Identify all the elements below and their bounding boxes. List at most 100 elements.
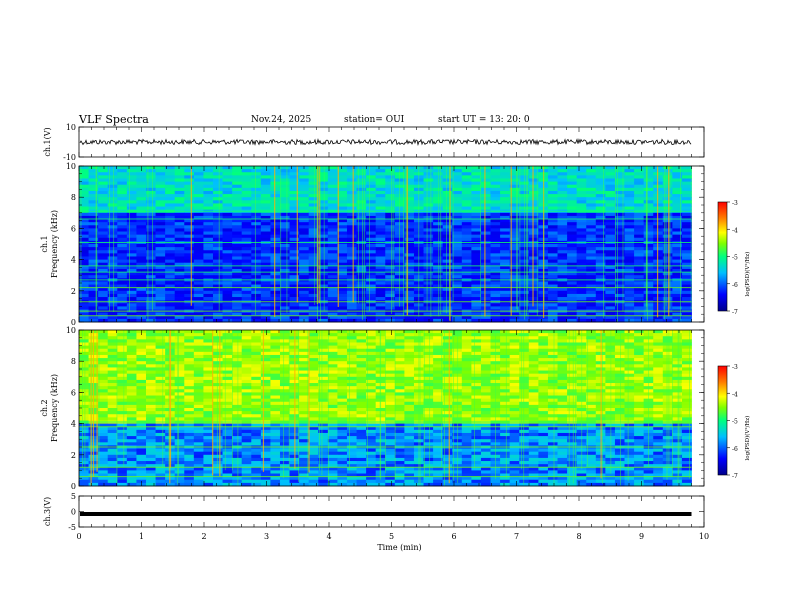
spectrogram-cell xyxy=(212,315,223,320)
spectrogram-cell xyxy=(260,287,271,292)
spectrogram-cell xyxy=(595,228,606,232)
spectrogram-cell xyxy=(203,250,214,254)
spectrogram-cell xyxy=(433,268,444,273)
spectrogram-cell xyxy=(174,297,185,301)
spectrogram-cell xyxy=(433,351,444,356)
spectrogram-cell xyxy=(624,200,635,204)
spectrogram-cell xyxy=(126,178,137,182)
spectrogram-cell xyxy=(346,272,357,276)
spectrogram-cell xyxy=(672,259,683,264)
spectrogram-cell xyxy=(318,364,329,368)
spectrogram-cell xyxy=(404,166,415,170)
spectrogram-cell xyxy=(356,361,367,365)
spectrogram-cell xyxy=(327,336,338,340)
spectrogram-cell xyxy=(117,181,128,186)
spectrogram-cell xyxy=(184,212,195,217)
spectrogram-cell xyxy=(538,389,549,393)
spectrogram-cell xyxy=(672,348,683,353)
spectrogram-cell xyxy=(184,287,195,292)
spectrogram-cell xyxy=(126,342,137,346)
spectrogram-cell xyxy=(270,206,281,211)
spectrogram-cell xyxy=(193,336,204,340)
spectrogram-cell xyxy=(471,268,482,273)
spectrogram-cell xyxy=(433,408,444,412)
spectrogram-cell xyxy=(528,259,539,264)
spectrogram-cell xyxy=(279,200,290,204)
spectrogram-cell xyxy=(538,395,549,400)
spectrogram-cell xyxy=(519,219,530,223)
spectrogram-cell xyxy=(145,333,156,337)
spectrogram-cell xyxy=(442,392,453,396)
spectrogram-cell xyxy=(318,361,329,365)
spectrogram-cell xyxy=(643,312,654,317)
spectrogram-cell xyxy=(279,175,290,179)
spectrogram-cell xyxy=(337,370,348,375)
spectrogram-cell xyxy=(260,244,271,248)
spectrogram-cell xyxy=(413,315,424,320)
spectrogram-cell xyxy=(394,383,405,387)
spectrogram-cell xyxy=(614,345,625,350)
spectrogram-cell xyxy=(165,275,176,279)
spectrogram-cell xyxy=(79,336,89,340)
spectrogram-cell xyxy=(634,215,645,220)
spectrogram-cell xyxy=(145,219,156,223)
spectrogram-cell xyxy=(547,392,558,396)
spectrogram-cell xyxy=(471,386,482,390)
spectrogram-cell xyxy=(595,234,606,239)
spectrogram-cell xyxy=(394,345,405,350)
spectrogram-cell xyxy=(241,339,252,343)
spectrogram-cell xyxy=(471,234,482,239)
spectrogram-cell xyxy=(107,237,118,242)
spectrogram-cell xyxy=(232,284,243,289)
spectrogram-cell xyxy=(423,290,434,295)
spectrogram-cell xyxy=(279,358,290,362)
spectrogram-cell xyxy=(433,297,444,301)
spectrogram-cell xyxy=(241,281,252,285)
spectrogram-cell xyxy=(528,348,539,353)
spectrogram-cell xyxy=(653,370,664,375)
spectrogram-cell xyxy=(356,398,367,403)
spectrogram-cell xyxy=(126,411,137,415)
spectrogram-cell xyxy=(184,203,195,207)
spectrogram-cell xyxy=(327,351,338,356)
spectrogram-cell xyxy=(318,262,329,267)
spectrogram-cell xyxy=(605,169,616,173)
spectrogram-cell xyxy=(145,364,156,368)
spectrogram-cell xyxy=(452,228,463,232)
spectrogram-cell xyxy=(270,330,281,334)
spectrogram-cell xyxy=(270,383,281,387)
spectrogram-cell xyxy=(624,166,635,170)
spectrogram-cell xyxy=(500,200,511,204)
spectrogram-cell xyxy=(404,268,415,273)
spectrogram-cell xyxy=(318,169,329,173)
spectrogram-cell xyxy=(433,237,444,242)
spectrogram-cell xyxy=(624,206,635,211)
spectrogram-cell xyxy=(461,169,472,173)
spectrogram-cell xyxy=(433,190,444,195)
spectrogram-cell xyxy=(385,339,396,343)
spectrogram-cell xyxy=(184,187,195,192)
spectrogram-cell xyxy=(385,333,396,337)
spectrogram-cell xyxy=(500,351,511,356)
spectrogram-cell xyxy=(327,339,338,343)
spectrogram-cell xyxy=(461,342,472,346)
spectrogram-cell xyxy=(126,398,137,403)
spectrogram-cell xyxy=(653,247,664,251)
spectrogram-cell xyxy=(509,370,520,375)
spectrogram-cell xyxy=(681,351,692,356)
spectrogram-cell xyxy=(385,348,396,353)
spectrogram-cell xyxy=(423,284,434,289)
spectrogram-cell xyxy=(251,228,262,232)
spectrogram-cell xyxy=(308,234,319,239)
spectrogram-cell xyxy=(557,373,568,378)
spectrogram-cell xyxy=(346,281,357,285)
spectrogram-cell xyxy=(614,178,625,182)
spectrogram-cell xyxy=(308,339,319,343)
spectrogram-cell xyxy=(452,169,463,173)
spectrogram-cell xyxy=(260,401,271,406)
spectrogram-cell xyxy=(643,315,654,320)
spectrogram-cell xyxy=(251,330,262,334)
spectrogram-cell xyxy=(289,203,300,207)
spectrogram-cell xyxy=(279,225,290,229)
spectrogram-cell xyxy=(586,315,597,320)
